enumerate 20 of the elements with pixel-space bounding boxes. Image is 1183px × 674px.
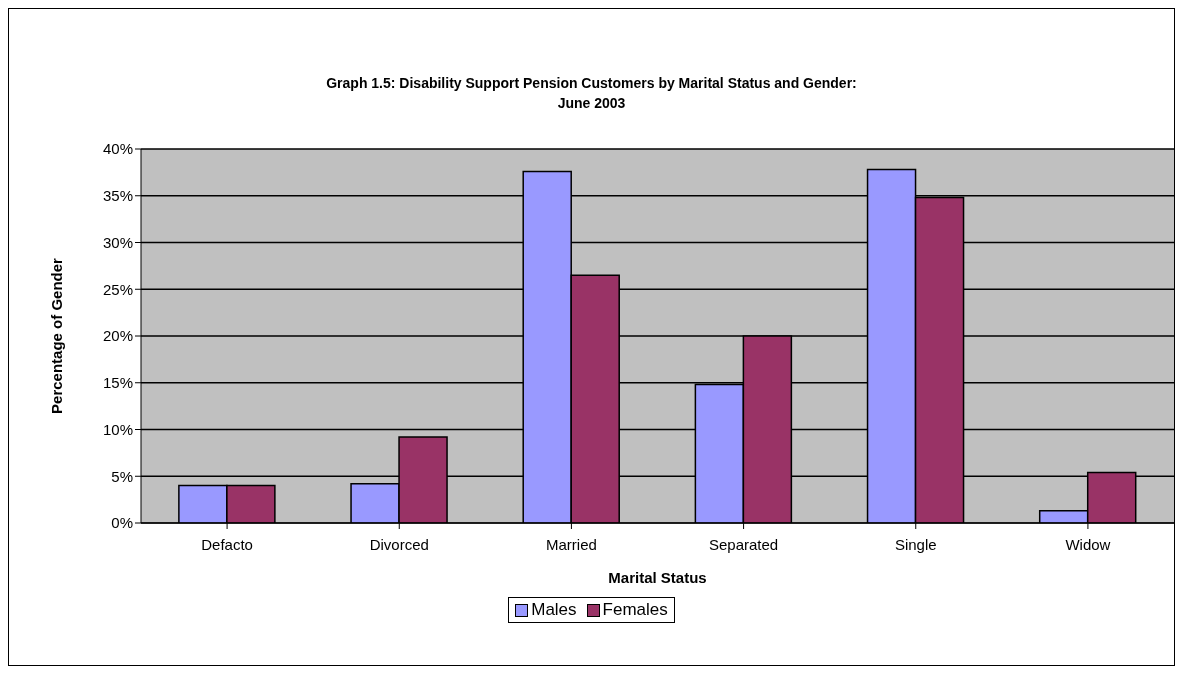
legend-label: Males xyxy=(530,600,577,620)
y-axis-title: Percentage of Gender xyxy=(48,257,66,414)
y-tick-label: 20% xyxy=(102,327,133,345)
chart-title: Graph 1.5: Disability Support Pension Customers by Marital Status and Gender: June 2003 xyxy=(325,74,858,113)
y-tick-label: 30% xyxy=(102,233,133,251)
y-tick-label: 40% xyxy=(102,140,133,158)
x-tick-label: Married xyxy=(545,535,597,553)
legend-label: Females xyxy=(601,600,668,620)
x-tick-label: Widow xyxy=(1065,535,1111,553)
y-tick-label: 35% xyxy=(102,187,133,205)
x-axis-title: Marital Status xyxy=(608,569,707,586)
y-tick-label: 5% xyxy=(111,467,133,485)
y-tick-label: 0% xyxy=(111,514,133,532)
x-tick-label: Defacto xyxy=(201,535,253,553)
y-tick-label: 25% xyxy=(102,280,133,298)
x-tick-label: Single xyxy=(894,535,937,553)
y-tick-label: 10% xyxy=(102,420,133,438)
x-tick-label: Divorced xyxy=(369,535,429,553)
y-tick-label: 15% xyxy=(102,374,133,392)
x-tick-label: Separated xyxy=(708,535,779,553)
